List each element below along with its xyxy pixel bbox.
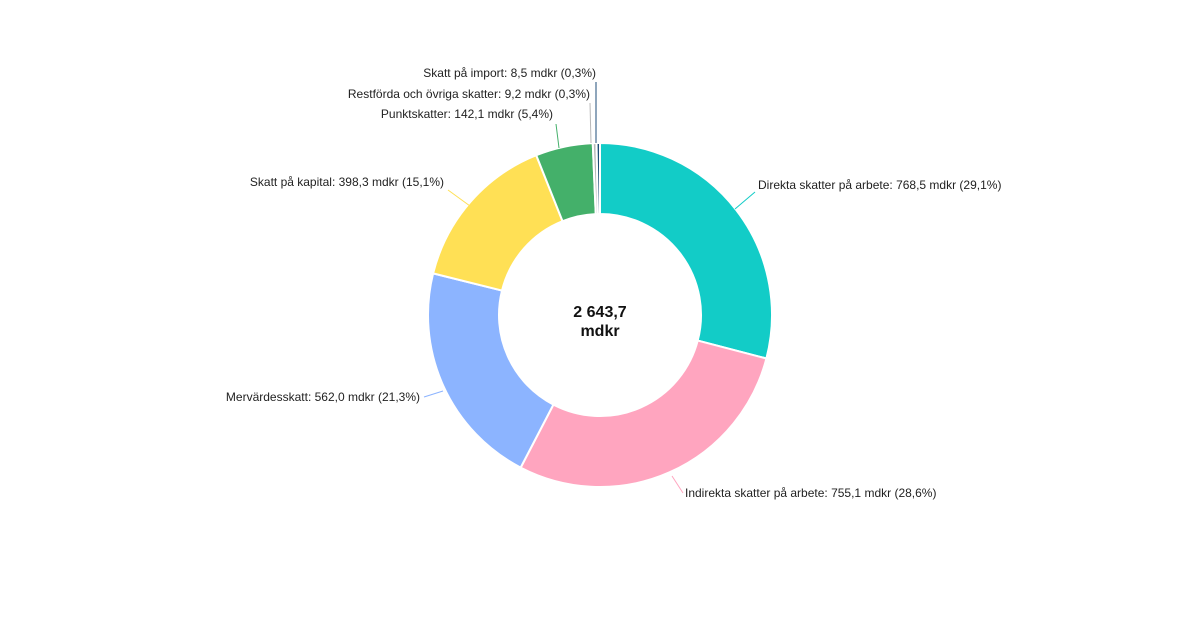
slice-label: Punktskatter: 142,1 mdkr (5,4%) (381, 107, 553, 121)
slice-label: Restförda och övriga skatter: 9,2 mdkr (… (348, 87, 590, 101)
center-total: 2 643,7 mdkr (573, 304, 626, 340)
slice-indirekta-skatter-på-arbete (519, 339, 768, 488)
slice-mervärdesskatt (427, 272, 555, 469)
slice-skatt-på-import (595, 141, 601, 216)
slice-label: Skatt på import: 8,5 mdkr (0,3%) (423, 66, 596, 80)
center-total-value: 2 643,7 (573, 304, 626, 321)
slice-label: Indirekta skatter på arbete: 755,1 mdkr … (685, 486, 936, 500)
center-total-unit: mdkr (580, 323, 619, 340)
slice-label: Mervärdesskatt: 562,0 mdkr (21,3%) (226, 390, 420, 404)
connector-line (423, 390, 444, 398)
slice-skatt-på-kapital (431, 153, 564, 292)
connector-line (671, 475, 684, 494)
connector-line (734, 191, 756, 210)
connector-line (447, 189, 471, 207)
slice-labels: Direkta skatter på arbete: 768,5 mdkr (2… (226, 66, 1002, 500)
label-connectors (423, 82, 756, 494)
slice-direkta-skatter-på-arbete (599, 141, 773, 360)
connector-line (555, 123, 560, 149)
donut-slices (427, 141, 773, 488)
slice-label: Direkta skatter på arbete: 768,5 mdkr (2… (758, 178, 1001, 192)
slice-label: Skatt på kapital: 398,3 mdkr (15,1%) (250, 175, 444, 189)
connector-line (589, 102, 592, 144)
